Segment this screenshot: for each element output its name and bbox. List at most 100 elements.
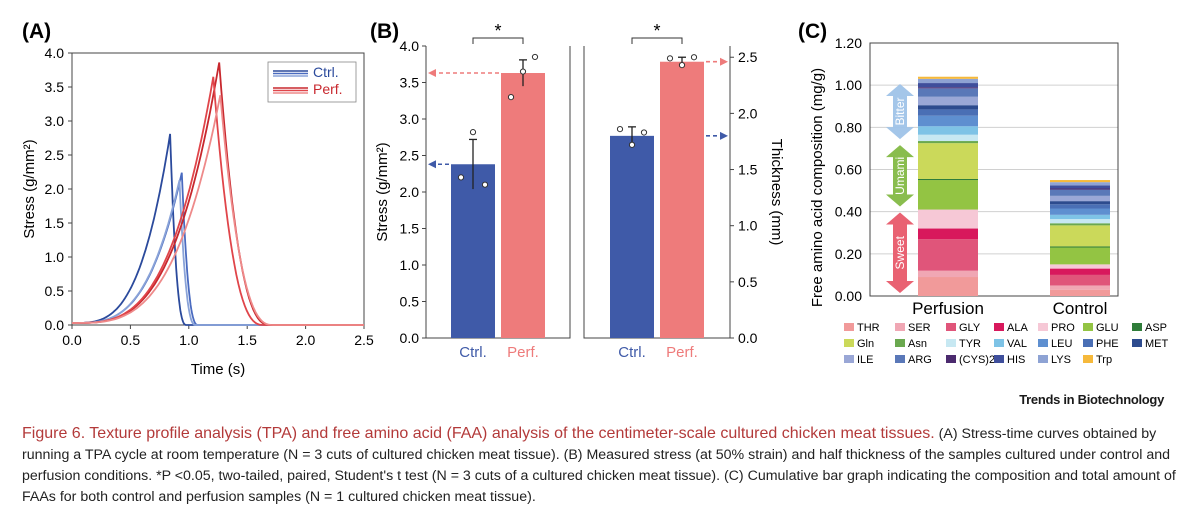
- panel-b-letter: (B): [370, 20, 399, 43]
- figure: (A) 0.0 0.5 1.0 1.5 2.0 2.5 0.0 0.5 1.0 1.5 2.0 2.5 3…: [21, 20, 1169, 378]
- panel-c-segment-trp: [1050, 180, 1110, 183]
- panel-c-segment-arg: [918, 88, 978, 97]
- panel-a-ytick-label: 1.0: [45, 249, 65, 265]
- panel-a-series-line-perf: [72, 76, 364, 326]
- panel-a-legend-label: Perf.: [313, 81, 343, 97]
- panel-c-segment-met: [1050, 201, 1110, 205]
- panel-c-legend-swatch: [895, 323, 905, 331]
- panel-c-ytick-label: 0.40: [835, 204, 862, 220]
- panel-c-segment-his: [1050, 185, 1110, 189]
- panel-b-data-point: [531, 53, 539, 61]
- panel-b-perf-thickness-arrowhead: [720, 57, 728, 66]
- panel-c-segment-met: [918, 105, 978, 110]
- panel-a-xtick-label: 2.0: [296, 332, 316, 348]
- panel-c-legend-label: ALA: [1007, 322, 1028, 334]
- panel-b-bar-perf: [660, 61, 704, 338]
- panel-b-ctrl-stress-arrowhead: [428, 160, 436, 169]
- panel-b-ytick-label: 3.5: [400, 75, 420, 91]
- panel-b-data-point: [507, 94, 515, 101]
- panel-b-perf-stress-arrowhead: [428, 69, 436, 78]
- panel-c-taste-arrow: [886, 145, 914, 207]
- panel-c-segment-arg: [1050, 189, 1110, 196]
- panel-c-ytick-label: 1.00: [835, 77, 862, 93]
- panel-b-ytick-label: 0.0: [400, 330, 420, 346]
- panel-c-legend-swatch: [1132, 339, 1142, 347]
- panel-a-ytick-label: 0.0: [45, 317, 65, 333]
- panel-a-series-line-ctrl: [72, 133, 364, 326]
- panel-c-taste-label: Sweet: [893, 235, 907, 269]
- panel-b-category-label: Ctrl.: [459, 344, 487, 361]
- panel-b-ytick-label: 4.0: [400, 38, 420, 54]
- panel-b-category-label: Perf.: [666, 344, 698, 361]
- panel-a-ytick-label: 3.0: [45, 113, 65, 129]
- panel-b-ytick-label: 0.5: [738, 274, 758, 290]
- panel-b-right-frame: [583, 46, 731, 339]
- panel-c-legend-swatch: [1083, 355, 1093, 363]
- panel-c-legend-label: MET: [1145, 338, 1169, 350]
- panel-c-legend-swatch: [946, 355, 956, 363]
- panel-c-segment-his: [918, 83, 978, 88]
- panel-c-taste-label: Bitter: [893, 98, 907, 126]
- panel-c-segment-glu: [1050, 247, 1110, 265]
- panel-c-segment-tyr: [918, 134, 978, 142]
- panel-c-taste-arrow: [886, 212, 914, 293]
- panel-c-legend-label: Asn: [908, 338, 927, 350]
- panel-c-legend-swatch: [844, 355, 854, 363]
- panel-c-legend-label: VAL: [1007, 338, 1027, 350]
- panel-b-ytick-label: 1.0: [400, 257, 420, 273]
- panel-b-ytick-label: 1.5: [400, 221, 420, 237]
- panel-a-xtick-label: 0.0: [62, 332, 82, 348]
- panel-c-legend-swatch: [844, 339, 854, 347]
- panel-a-xtick-label: 1.5: [237, 332, 257, 348]
- panel-c-segment-asp: [918, 178, 978, 181]
- panel-c-segment-lys: [918, 78, 978, 84]
- panel-c-legend-label: SER: [908, 322, 931, 334]
- panel-a-xtick-label: 1.0: [179, 332, 199, 348]
- panel-a-xtick-label: 0.5: [121, 332, 141, 348]
- caption-body: (A) Stress-time curves obtained by runni…: [22, 426, 1176, 505]
- panel-c-segment-pro: [918, 209, 978, 229]
- panel-c-segment-asn: [918, 141, 978, 144]
- panel-c-legend-swatch: [946, 339, 956, 347]
- panel-c-legend-swatch: [994, 323, 1004, 331]
- panel-b-data-point: [481, 181, 489, 188]
- panel-c-legend-label: PHE: [1096, 338, 1119, 350]
- panel-b-data-point: [678, 61, 686, 69]
- panel-b-left-ylabel: Stress (g/mm²): [374, 142, 391, 241]
- panel-b-significance-bracket: [472, 37, 524, 44]
- panel-c-legend-label: LEU: [1051, 338, 1072, 350]
- panel-c-legend-label: Gln: [857, 338, 874, 350]
- panel-c-ytick-label: 0.00: [835, 288, 862, 304]
- panel-c-segment-ile: [1050, 195, 1110, 202]
- panel-a-ytick-label: 1.5: [45, 215, 65, 231]
- panel-a-legend-box: [267, 61, 357, 103]
- panel-c-segment-thr: [1050, 289, 1110, 296]
- panel-c-legend-label: PRO: [1051, 322, 1075, 334]
- panel-c-legend-swatch: [946, 323, 956, 331]
- panel-b-right-ylabel: Thickness (mm): [768, 139, 785, 246]
- panel-c-segment-phe: [918, 109, 978, 116]
- panel-b-ytick-label: 0.5: [400, 294, 420, 310]
- panel-c-legend-label: GLY: [959, 322, 981, 334]
- panel-c-segment-asn: [1050, 223, 1110, 226]
- panel-b-data-point: [666, 55, 674, 62]
- panel-c-legend-swatch: [1132, 323, 1142, 331]
- panel-c-legend-label: TYR: [959, 338, 981, 350]
- panel-c-legend-swatch: [994, 355, 1004, 363]
- panel-c-legend-label: Trp: [1096, 354, 1112, 366]
- figure-caption: Figure 6. Texture profile analysis (TPA)…: [22, 423, 1182, 508]
- panel-c-legend-label: ARG: [908, 354, 932, 366]
- panel-a-series-line-perf: [72, 95, 364, 326]
- panel-b-data-point: [519, 68, 527, 75]
- panel-b-significance-bracket: [631, 37, 683, 44]
- panel-c-legend-label: HIS: [1007, 354, 1025, 366]
- panel-c-segment-gly: [1050, 274, 1110, 286]
- panel-c-segment-ala: [918, 228, 978, 240]
- panel-a-xtick-label: 2.5: [354, 332, 374, 348]
- panel-b-data-point: [628, 141, 636, 148]
- panel-c-ytick-label: 0.80: [835, 119, 862, 135]
- panel-b-ytick-label: 3.0: [400, 111, 420, 127]
- panel-b-category-label: Perf.: [507, 344, 539, 361]
- panel-c-segment-pro: [1050, 264, 1110, 269]
- panel-b-ytick-label: 2.5: [400, 148, 420, 164]
